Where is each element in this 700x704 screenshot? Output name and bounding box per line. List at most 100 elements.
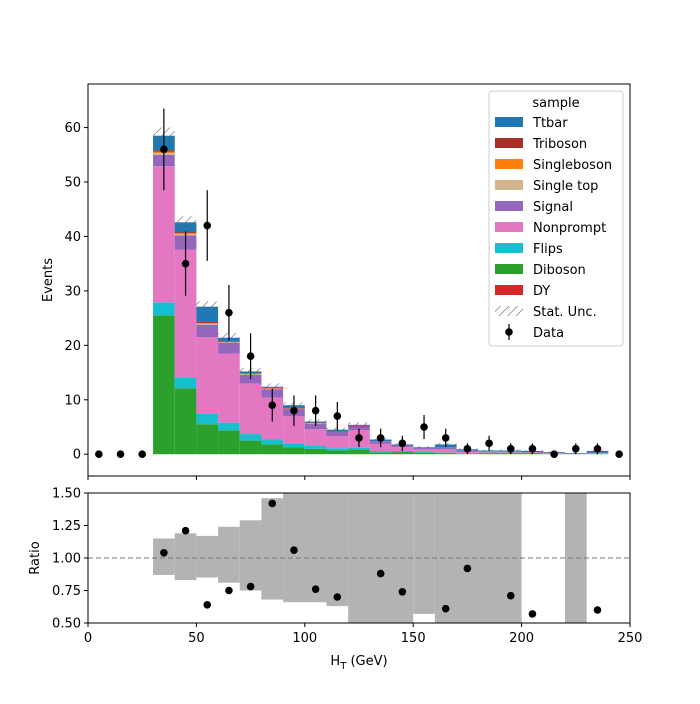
bar-nonprompt (413, 449, 435, 453)
legend-swatch (495, 285, 523, 295)
y-tick-label: 20 (64, 339, 81, 354)
bar-diboson (304, 448, 327, 455)
x-axis-label-unit: (GeV) (346, 654, 387, 669)
legend-swatch (495, 138, 523, 148)
ratio-band-segment (283, 493, 327, 603)
ratio-band-segment (153, 538, 175, 575)
bar-nonprompt (218, 353, 240, 423)
data-point (290, 406, 298, 415)
data-point (246, 352, 255, 361)
bar-singleboson (196, 323, 219, 324)
x-tick-label: 100 (292, 631, 317, 646)
stat-unc-box (348, 422, 370, 428)
legend-label: Ttbar (532, 116, 568, 131)
bar-signal (348, 426, 370, 431)
legend-title: sample (532, 96, 579, 111)
ratio-point (181, 526, 190, 535)
ratio-x-ticks: 0 50 100 150 200 250 (84, 623, 642, 646)
data-point (528, 444, 537, 453)
y-tick-label: 50 (64, 176, 81, 191)
ratio-point (333, 593, 342, 601)
legend-label: Data (533, 326, 564, 341)
bar-triboson (196, 321, 219, 324)
bar-flips (218, 422, 240, 431)
legend-swatch-data (505, 328, 513, 336)
bar-diboson (153, 315, 175, 455)
bar-signal (326, 431, 349, 437)
ratio-point (246, 582, 255, 591)
bar-nonprompt (239, 383, 262, 435)
data-point (268, 401, 277, 410)
bar-flips (261, 439, 284, 445)
data-point (333, 412, 342, 420)
data-point (441, 434, 450, 442)
legend-label: Stat. Unc. (533, 305, 597, 320)
bar-nonprompt (174, 249, 197, 378)
ratio-point (160, 549, 168, 557)
bar-diboson (391, 452, 414, 455)
bar-nonprompt (196, 337, 219, 414)
bar-flips (413, 452, 435, 453)
data-point (95, 450, 103, 459)
legend-swatch-stat-unc (495, 306, 523, 316)
bar-diboson (478, 453, 500, 455)
bar-signal (304, 423, 327, 430)
ratio-points (160, 499, 602, 618)
ratio-y-tick-label: 1.25 (52, 519, 81, 534)
legend: sample Ttbar Triboson Singleboson Single to… (488, 90, 624, 347)
legend-label: Diboson (533, 263, 586, 278)
ratio-point (376, 569, 385, 578)
ratio-point (398, 588, 407, 596)
bar-flips (326, 448, 349, 451)
main-y-label: Events (41, 258, 56, 302)
bar-flips (153, 302, 175, 316)
ratio-point (311, 585, 320, 593)
legend-swatch (495, 264, 523, 274)
bar-diboson (261, 444, 284, 455)
bar-nonprompt (478, 451, 500, 453)
data-point (485, 439, 493, 448)
legend-label: Singleboson (533, 158, 612, 173)
bar-flips (283, 443, 305, 448)
bar-signal (478, 450, 500, 452)
ratio-band-segment (564, 493, 587, 623)
bar-nonprompt (434, 449, 457, 453)
x-axis-label: HT (GeV) (330, 654, 387, 672)
y-tick-label: 40 (64, 230, 81, 245)
ratio-point (593, 606, 602, 614)
main-panel: 0 10 20 30 40 50 60 Events sample Ttbar Triboso… (41, 83, 631, 480)
x-tick-label: 200 (509, 631, 534, 646)
legend-swatch (495, 201, 523, 211)
ratio-y-tick-label: 0.75 (52, 584, 81, 599)
bar-flips (304, 446, 327, 449)
data-point (593, 444, 602, 453)
legend-label: Single top (533, 179, 598, 194)
data-point (311, 406, 320, 415)
legend-swatch (495, 243, 523, 253)
ratio-panel: 0.50 0.75 1.00 1.25 1.50 0 50 100 150 200 250 Rat… (28, 487, 642, 673)
legend-label: DY (533, 284, 550, 299)
main-x-ticks (87, 476, 631, 480)
bar-nonprompt (153, 166, 175, 303)
ratio-y-ticks: 0.50 0.75 1.00 1.25 1.50 (52, 487, 88, 632)
ratio-band-segment (413, 493, 435, 614)
stat-unc-box (196, 301, 219, 312)
legend-box (488, 90, 624, 347)
stat-unc-box (261, 383, 284, 391)
data-point (463, 444, 472, 453)
bar-signal (196, 324, 219, 338)
bar-diboson (326, 450, 349, 455)
data-point (398, 439, 407, 448)
bar-signal (434, 447, 457, 450)
ratio-point (528, 610, 537, 618)
y-tick-label: 30 (64, 284, 81, 299)
ratio-unc-band (153, 493, 587, 623)
ratio-band-segment (218, 526, 240, 583)
legend-label: Flips (533, 242, 563, 257)
bar-nonprompt (283, 416, 305, 444)
bar-diboson (283, 447, 305, 455)
ratio-point (290, 546, 298, 554)
ratio-point (203, 601, 212, 609)
data-point (550, 450, 558, 459)
